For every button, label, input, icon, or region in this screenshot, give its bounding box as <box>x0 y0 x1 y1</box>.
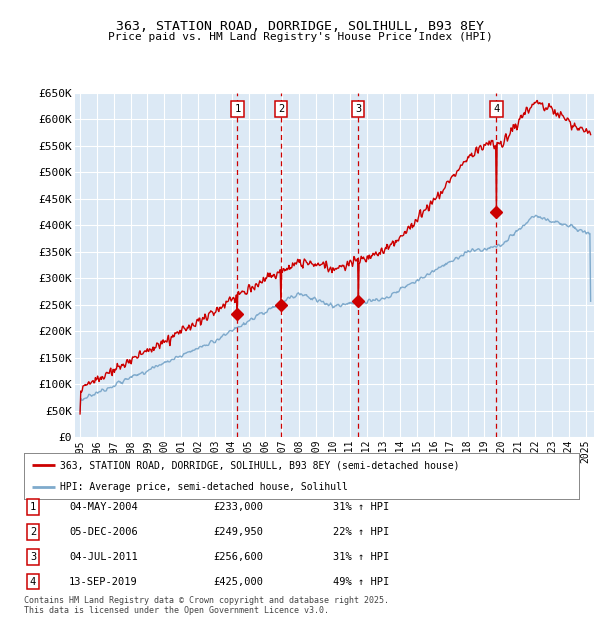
Text: 4: 4 <box>493 104 499 114</box>
Text: 31% ↑ HPI: 31% ↑ HPI <box>333 552 389 562</box>
Text: 49% ↑ HPI: 49% ↑ HPI <box>333 577 389 587</box>
Text: 2: 2 <box>278 104 284 114</box>
Text: £233,000: £233,000 <box>213 502 263 512</box>
Text: 363, STATION ROAD, DORRIDGE, SOLIHULL, B93 8EY (semi-detached house): 363, STATION ROAD, DORRIDGE, SOLIHULL, B… <box>60 460 460 470</box>
Text: HPI: Average price, semi-detached house, Solihull: HPI: Average price, semi-detached house,… <box>60 482 348 492</box>
Text: 05-DEC-2006: 05-DEC-2006 <box>69 527 138 537</box>
Text: 4: 4 <box>30 577 36 587</box>
Text: 3: 3 <box>355 104 361 114</box>
Text: Contains HM Land Registry data © Crown copyright and database right 2025.
This d: Contains HM Land Registry data © Crown c… <box>24 596 389 615</box>
Text: 22% ↑ HPI: 22% ↑ HPI <box>333 527 389 537</box>
Text: 363, STATION ROAD, DORRIDGE, SOLIHULL, B93 8EY: 363, STATION ROAD, DORRIDGE, SOLIHULL, B… <box>116 20 484 33</box>
Text: Price paid vs. HM Land Registry's House Price Index (HPI): Price paid vs. HM Land Registry's House … <box>107 32 493 42</box>
Text: 31% ↑ HPI: 31% ↑ HPI <box>333 502 389 512</box>
Text: 04-JUL-2011: 04-JUL-2011 <box>69 552 138 562</box>
Text: 3: 3 <box>30 552 36 562</box>
Text: 04-MAY-2004: 04-MAY-2004 <box>69 502 138 512</box>
Text: 2: 2 <box>30 527 36 537</box>
Text: 1: 1 <box>235 104 241 114</box>
Text: £256,600: £256,600 <box>213 552 263 562</box>
Text: £249,950: £249,950 <box>213 527 263 537</box>
Text: 1: 1 <box>30 502 36 512</box>
Text: 13-SEP-2019: 13-SEP-2019 <box>69 577 138 587</box>
Text: £425,000: £425,000 <box>213 577 263 587</box>
